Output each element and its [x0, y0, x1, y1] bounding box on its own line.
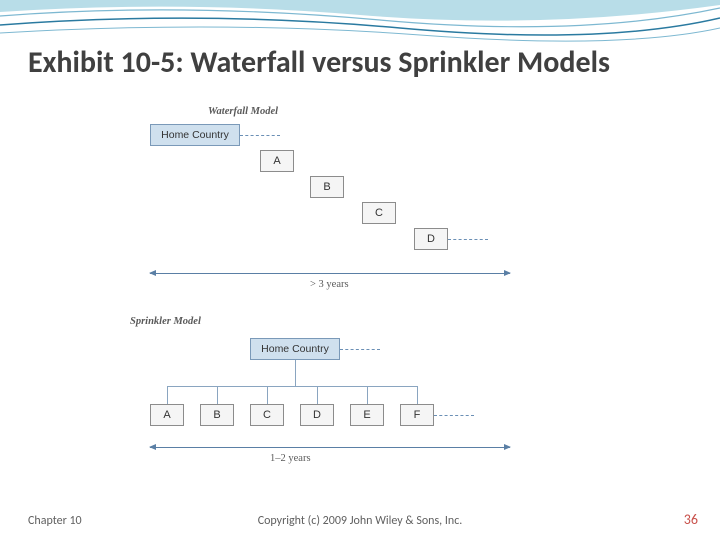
sprinkler-dash-1	[340, 349, 380, 350]
page-number: 36	[684, 511, 698, 528]
waterfall-home-box: Home Country	[150, 124, 240, 146]
waterfall-title: Waterfall Model	[208, 106, 278, 117]
waterfall-dash-1	[240, 135, 280, 136]
sprinkler-dash-2	[434, 415, 474, 416]
waterfall-home-label: Home Country	[161, 129, 229, 141]
sprinkler-box-d-label: D	[313, 409, 321, 421]
sprinkler-home-box: Home Country	[250, 338, 340, 360]
footer-chapter: Chapter 10	[28, 514, 82, 528]
waterfall-box-b-label: B	[323, 181, 330, 193]
sprinkler-stem	[295, 360, 296, 386]
sprinkler-box-b: B	[200, 404, 234, 426]
sprinkler-box-a-label: A	[163, 409, 170, 421]
waterfall-timeline-label: > 3 years	[310, 279, 349, 290]
waterfall-box-c: C	[362, 202, 396, 224]
waterfall-box-b: B	[310, 176, 344, 198]
waterfall-box-d: D	[414, 228, 448, 250]
sprinkler-drop-c	[267, 386, 268, 404]
sprinkler-box-b-label: B	[213, 409, 220, 421]
sprinkler-box-e: E	[350, 404, 384, 426]
waterfall-box-a: A	[260, 150, 294, 172]
sprinkler-box-d: D	[300, 404, 334, 426]
diagram-container: Waterfall Model Home Country A B C D > 3…	[130, 106, 570, 501]
sprinkler-box-c: C	[250, 404, 284, 426]
sprinkler-box-f: F	[400, 404, 434, 426]
sprinkler-box-a: A	[150, 404, 184, 426]
sprinkler-bus	[167, 386, 417, 387]
sprinkler-drop-f	[417, 386, 418, 404]
sprinkler-box-c-label: C	[263, 409, 271, 421]
sprinkler-home-label: Home Country	[261, 343, 329, 355]
sprinkler-drop-d	[317, 386, 318, 404]
sprinkler-drop-e	[367, 386, 368, 404]
sprinkler-drop-b	[217, 386, 218, 404]
sprinkler-timeline-arrow	[150, 447, 510, 448]
waterfall-box-a-label: A	[273, 155, 280, 167]
footer-copyright: Copyright (c) 2009 John Wiley & Sons, In…	[258, 514, 463, 528]
sprinkler-title: Sprinkler Model	[130, 316, 201, 327]
waterfall-timeline-arrow	[150, 273, 510, 274]
waterfall-box-d-label: D	[427, 233, 435, 245]
sprinkler-box-f-label: F	[414, 409, 421, 421]
sprinkler-timeline-label: 1–2 years	[270, 453, 311, 464]
waterfall-box-c-label: C	[375, 207, 383, 219]
sprinkler-box-e-label: E	[363, 409, 370, 421]
sprinkler-drop-a	[167, 386, 168, 404]
waterfall-dash-2	[448, 239, 488, 240]
slide-title: Exhibit 10-5: Waterfall versus Sprinkler…	[28, 45, 678, 81]
